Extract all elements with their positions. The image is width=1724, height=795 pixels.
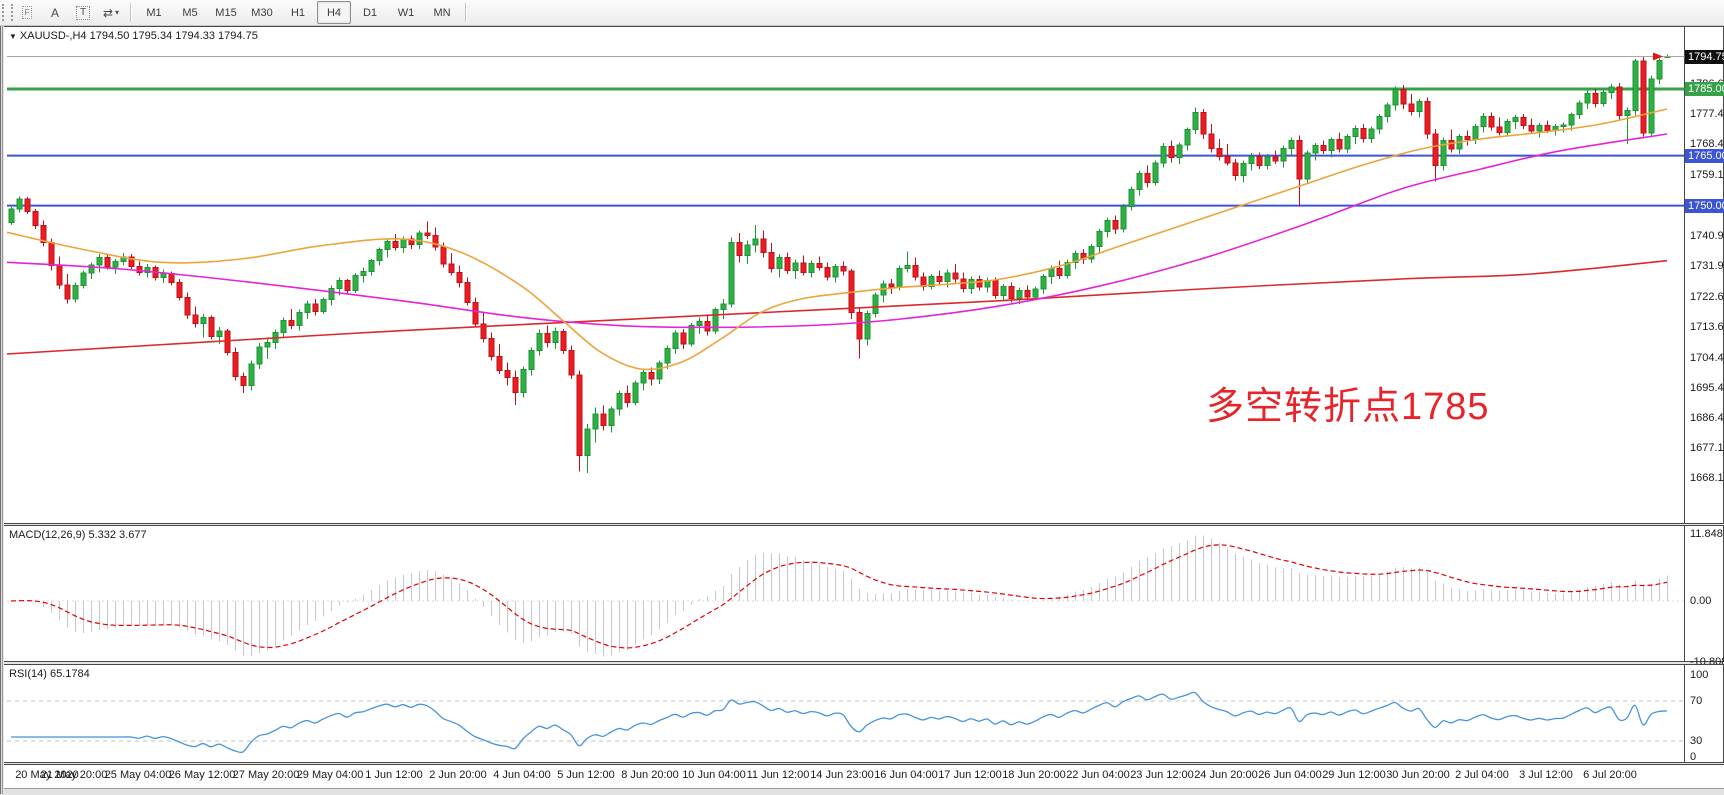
level-tag: 1765.00 — [1685, 148, 1724, 163]
price-axis-label: 1777.40 — [1690, 108, 1724, 121]
timeframe-button-m30[interactable]: M30 — [251, 6, 273, 19]
timeframe-button-m1[interactable]: M1 — [146, 6, 162, 19]
timeframe-button-h1[interactable]: H1 — [290, 6, 306, 19]
macd-axis-label: 11.848 — [1690, 527, 1723, 540]
text-tool-icon: T — [75, 5, 91, 20]
price-axis-label: 1686.40 — [1690, 411, 1724, 424]
label-tool-button[interactable]: A — [42, 1, 68, 24]
macd-axis-label: 0.00 — [1690, 595, 1712, 607]
timeframe-button-m5[interactable]: M5 — [182, 6, 198, 19]
time-axis-label: 26 Jun 04:00 — [1258, 769, 1322, 781]
time-axis-label: 17 Jun 12:00 — [938, 769, 1002, 781]
fast-ma — [6, 108, 1668, 371]
rsi-axis-label: 30 — [1690, 735, 1703, 747]
macd-label: MACD(12,26,9) 5.332 3.677 — [9, 529, 147, 541]
price-axis-label: 1695.40 — [1690, 381, 1724, 394]
toolbar-separator — [465, 3, 466, 22]
timeframe-button-m15[interactable]: M15 — [215, 6, 237, 19]
time-axis-label: 24 Jun 20:00 — [1194, 769, 1258, 781]
price-axis-label: 1704.40 — [1690, 351, 1724, 364]
time-axis-label: 21 May 20:00 — [40, 769, 108, 781]
symbol-header: ▼ XAUUSD-,H4 1794.50 1795.34 1794.33 1794… — [9, 30, 258, 42]
price-marker-icon — [1653, 52, 1663, 61]
main-chart-canvas[interactable] — [1, 27, 1685, 523]
toolbar: F A T ⇄ ▾ M1 M5 M15 M30 H1 H4 D1 W1 MN — [0, 0, 1724, 26]
chevron-down-icon: ▾ — [115, 8, 120, 17]
time-axis-label: 8 Jun 20:00 — [621, 769, 679, 781]
timeframe-button-d1[interactable]: D1 — [362, 6, 378, 19]
time-axis-label: 5 Jun 12:00 — [557, 769, 615, 781]
time-axis-label: 2 Jul 04:00 — [1455, 769, 1509, 781]
toolbar-separator — [130, 3, 131, 22]
time-axis-label: 22 Jun 04:00 — [1066, 769, 1130, 781]
price-axis-label: 1731.90 — [1690, 259, 1724, 272]
time-axis-label: 29 May 04:00 — [296, 769, 364, 781]
timeframe-button-w1[interactable]: W1 — [397, 6, 415, 19]
timeframe-button-mn[interactable]: MN — [433, 6, 451, 19]
font-tool-button[interactable]: F — [14, 1, 40, 24]
rsi-axis-label: 0 — [1690, 751, 1697, 763]
time-axis-label: 20 May 2020 — [15, 769, 79, 781]
annotation-text: 多空转折点1785 — [1206, 386, 1490, 428]
rsi-label: RSI(14) 65.1784 — [9, 668, 90, 680]
time-axis-label: 3 Jul 12:00 — [1519, 769, 1573, 781]
symbol-ohlc-text: XAUUSD-,H4 1794.50 1795.34 1794.33 1794.… — [19, 30, 258, 42]
time-axis-label: 27 May 20:00 — [232, 769, 300, 781]
time-axis-label: 1 Jun 12:00 — [365, 769, 423, 781]
timeframe-button-h4[interactable]: H4 — [317, 1, 351, 24]
rsi-canvas[interactable] — [1, 665, 1685, 762]
time-axis-label: 23 Jun 12:00 — [1130, 769, 1194, 781]
macd-histogram — [19, 535, 1668, 657]
current-price-tag: 1794.75 — [1685, 49, 1724, 64]
level-tag: 1785.00 — [1685, 82, 1724, 96]
main-chart-panel[interactable]: ▼ XAUUSD-,H4 1794.50 1795.34 1794.33 1794… — [0, 26, 1724, 524]
time-axis-label: 6 Jul 20:00 — [1583, 769, 1637, 781]
time-axis-label: 4 Jun 04:00 — [493, 769, 551, 781]
time-axis[interactable]: 20 May 2020 21 May 20:00 25 May 04:00 26 Ma… — [0, 764, 1724, 789]
macd-canvas[interactable] — [1, 526, 1685, 661]
time-axis-label: 30 Jun 20:00 — [1386, 769, 1450, 781]
price-axis-label: 1768.40 — [1690, 138, 1724, 151]
text-tool-button[interactable]: T — [70, 1, 96, 24]
chart-window: ▼ XAUUSD-,H4 1794.50 1795.34 1794.33 1794… — [0, 26, 1724, 795]
time-axis-label: 2 Jun 20:00 — [429, 769, 487, 781]
time-axis-label: 26 May 12:00 — [168, 769, 236, 781]
cycler-tool-button[interactable]: ⇄ ▾ — [98, 1, 124, 24]
time-axis-label: 16 Jun 04:00 — [874, 769, 938, 781]
symbol-dropdown-icon[interactable]: ▼ — [9, 32, 17, 41]
time-axis-label: 25 May 04:00 — [104, 769, 172, 781]
timeframe-group: M1 M5 M15 M30 H1 H4 D1 W1 MN — [136, 1, 460, 24]
rsi-panel[interactable]: RSI(14) 65.1784 100 70 30 0 — [0, 664, 1724, 763]
macd-signal-line — [10, 544, 1668, 649]
level-tag: 1750.00 — [1685, 198, 1724, 213]
time-axis-label: 14 Jun 23:00 — [810, 769, 874, 781]
candles — [8, 54, 1671, 473]
mid-ma — [6, 133, 1668, 329]
rsi-axis-label: 100 — [1690, 669, 1709, 681]
font-tool-icon: F — [21, 6, 33, 19]
label-tool-icon: A — [50, 5, 59, 20]
rsi-line — [10, 691, 1668, 754]
cycler-icon: ⇄ — [102, 5, 114, 20]
price-axis-label: 1759.15 — [1690, 169, 1724, 182]
price-axis-label: 1722.65 — [1690, 290, 1724, 303]
price-axis-label: 1677.15 — [1690, 442, 1724, 455]
price-axis-label: 1713.65 — [1690, 320, 1724, 333]
time-axis-label: 18 Jun 20:00 — [1002, 769, 1066, 781]
time-axis-label: 10 Jun 04:00 — [682, 769, 746, 781]
slow-ma — [6, 259, 1668, 355]
rsi-axis-label: 70 — [1690, 695, 1703, 707]
left-edge-strip — [0, 26, 4, 794]
macd-panel[interactable]: MACD(12,26,9) 5.332 3.677 11.848 0.00 -10.… — [0, 525, 1724, 668]
bottom-strip — [0, 788, 1724, 795]
time-axis-label: 11 Jun 12:00 — [746, 769, 810, 781]
price-axis-label: 1740.90 — [1690, 230, 1724, 242]
toolbar-drag-handle[interactable] — [2, 4, 13, 21]
time-axis-label: 29 Jun 12:00 — [1322, 769, 1386, 781]
price-axis-label: 1668.15 — [1690, 472, 1724, 485]
